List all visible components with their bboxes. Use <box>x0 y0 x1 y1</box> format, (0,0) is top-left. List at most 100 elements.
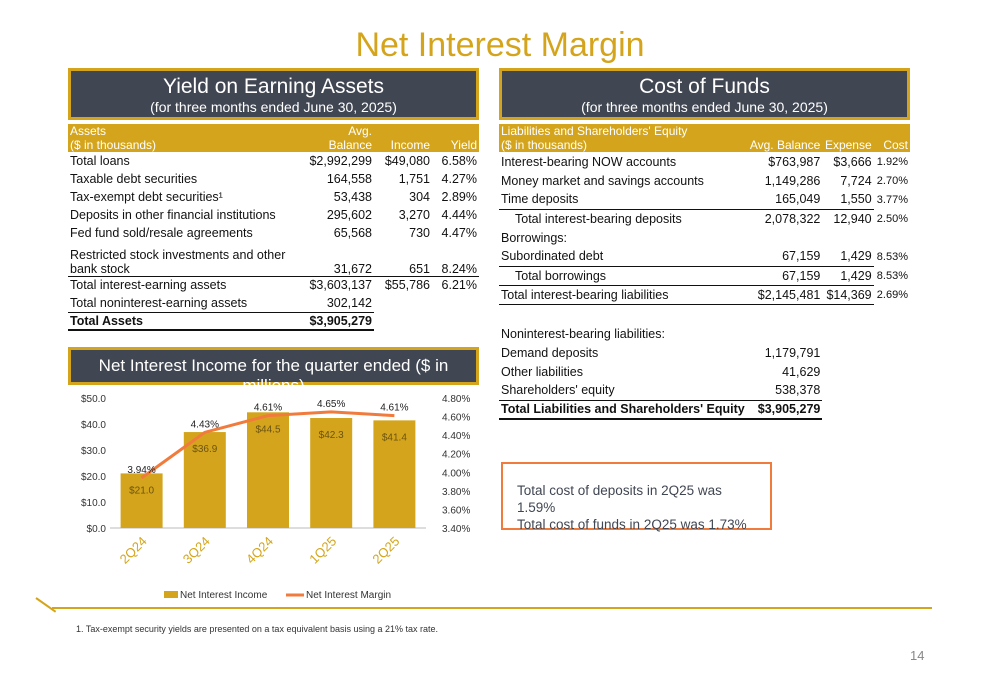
row-balance: 164,558 <box>326 172 372 186</box>
table-row: Total Assets $3,905,279 <box>68 312 479 331</box>
row-balance: $2,145,481 <box>746 285 823 305</box>
y-left-tick-label: $40.0 <box>81 420 106 431</box>
table-row: Other liabilities 41,629 <box>499 362 910 381</box>
nii-bar <box>120 473 163 528</box>
y-right-tick-label: 3.40% <box>442 524 470 535</box>
cost-header-balance: Avg. Balance <box>746 124 823 152</box>
row-income: 1,751 <box>398 172 430 186</box>
row-yield: 6.58% <box>441 154 477 168</box>
row-label: Total interest-bearing liabilities <box>499 285 747 305</box>
legend-swatch-nii <box>164 591 178 598</box>
nim-data-label: 4.61% <box>380 403 408 414</box>
row-label: Other liabilities <box>501 364 583 379</box>
row-balance: 1,179,791 <box>764 345 821 360</box>
cost-header-liabilities: Liabilities and Shareholders' Equity <box>501 124 688 138</box>
x-tick-label: 3Q24 <box>180 534 213 567</box>
cost-table: Liabilities and Shareholders' Equity ($ i… <box>499 124 910 420</box>
table-row: Fed fund sold/resale agreements 65,568 7… <box>68 224 479 242</box>
table-row: Tax-exempt debt securities¹ 53,438 304 2… <box>68 188 479 206</box>
row-label: Total noninterest-earning assets <box>68 294 290 313</box>
y-right-tick-label: 3.80% <box>442 487 470 498</box>
row-expense: 12,940 <box>833 211 872 226</box>
nii-bar <box>310 418 353 528</box>
table-row: Total Liabilities and Shareholders' Equi… <box>499 400 910 420</box>
nii-bar <box>247 412 289 528</box>
row-expense: $3,666 <box>833 154 872 169</box>
nim-data-label: 3.94% <box>127 465 155 476</box>
row-label: Money market and savings accounts <box>501 173 704 188</box>
table-row: Restricted stock investments and other ba… <box>68 242 479 277</box>
row-balance: $763,987 <box>768 154 821 169</box>
row-label: Total Liabilities and Shareholders' Equi… <box>499 400 747 420</box>
nii-bar <box>373 420 416 528</box>
row-balance: 31,672 <box>290 242 374 277</box>
cost-header-expense: Expense <box>822 124 874 152</box>
yield-panel-header: Yield on Earning Assets (for three month… <box>68 68 479 120</box>
row-label: Deposits in other financial institutions <box>70 208 276 222</box>
x-tick-label: 2Q24 <box>117 534 150 567</box>
row-label: Interest-bearing NOW accounts <box>501 154 677 169</box>
row-label: Total interest-bearing deposits <box>515 211 682 226</box>
cost-of-funds-note: Total cost of funds in 2Q25 was 1.73% <box>517 517 747 532</box>
table-row: Total interest-earning assets $3,603,137… <box>68 276 479 294</box>
yield-table-header: Assets ($ in thousands) Avg. Balance Incom… <box>68 124 479 152</box>
cost-header-cost: Cost <box>873 124 910 152</box>
table-row: Shareholders' equity 538,378 <box>499 381 910 401</box>
row-cost: 2.70% <box>876 174 908 187</box>
row-yield: 8.24% <box>432 242 479 277</box>
nii-bar-label: $36.9 <box>192 444 217 455</box>
yield-header-assets: Assets <box>70 124 107 138</box>
yield-panel-title: Yield on Earning Assets <box>162 75 385 98</box>
row-expense: 1,429 <box>822 266 874 286</box>
row-income: 730 <box>409 226 430 240</box>
nim-data-label: 4.43% <box>191 419 219 430</box>
row-income: $55,786 <box>384 278 430 293</box>
cost-panel-subtitle: (for three months ended June 30, 2025) <box>581 99 828 115</box>
nii-bar-label: $41.4 <box>382 432 407 443</box>
row-label: Total loans <box>70 154 130 168</box>
row-balance: $3,603,137 <box>309 278 372 293</box>
yield-header-thousands: ($ in thousands) <box>70 138 157 152</box>
decor-line <box>52 607 932 609</box>
cost-panel-title: Cost of Funds <box>639 75 770 98</box>
row-income: 304 <box>409 190 430 204</box>
nii-bar-label: $21.0 <box>129 485 154 496</box>
y-left-tick-label: $0.0 <box>87 524 107 535</box>
row-yield: 4.27% <box>441 172 477 186</box>
row-balance: 2,078,322 <box>764 211 821 226</box>
table-row: Total loans $2,992,299 $49,080 6.58% <box>68 152 479 170</box>
row-expense: 7,724 <box>840 173 872 188</box>
table-row: Money market and savings accounts 1,149,… <box>499 171 910 190</box>
page-title: Net Interest Margin <box>355 26 645 64</box>
row-cost: 3.77% <box>876 193 908 206</box>
row-balance: 538,378 <box>746 381 823 401</box>
table-row: Demand deposits 1,179,791 <box>499 343 910 362</box>
row-label: Fed fund sold/resale agreements <box>70 226 253 240</box>
nii-chart: $0.0 $10.0 $20.0 $30.0 $40.0 $50.0 3.40% 3.60% 3… <box>81 394 470 601</box>
nib-label: Noninterest-bearing liabilities: <box>501 326 665 341</box>
table-row: Subordinated debt 67,159 1,429 8.53% <box>499 247 910 267</box>
row-balance: $3,905,279 <box>290 312 374 331</box>
row-cost: 1.92% <box>876 155 908 168</box>
row-yield: 4.47% <box>441 226 477 240</box>
y-right-tick-label: 4.20% <box>442 450 470 461</box>
row-label: Demand deposits <box>501 345 599 360</box>
row-label: Time deposits <box>499 190 747 210</box>
table-row: Interest-bearing NOW accounts $763,987 $… <box>499 152 910 171</box>
row-expense: 1,550 <box>822 190 874 210</box>
y-left-tick-label: $30.0 <box>81 446 106 457</box>
row-yield: 6.21% <box>441 278 477 293</box>
legend-label-nii: Net Interest Income <box>180 590 268 601</box>
y-left-tick-label: $20.0 <box>81 472 106 483</box>
row-label: Shareholders' equity <box>499 381 747 401</box>
footnote: 1. Tax-exempt security yields are presen… <box>76 624 439 634</box>
yield-header-balance: Balance <box>328 138 372 152</box>
yield-header-income: Income <box>374 124 432 152</box>
nii-panel-header: Net Interest Income for the quarter ende… <box>68 347 479 395</box>
nim-line <box>140 410 395 480</box>
y-left-tick-label: $50.0 <box>81 394 106 405</box>
borrowings-label: Borrowings: <box>501 230 567 245</box>
row-expense: 1,429 <box>822 247 874 267</box>
row-income: 3,270 <box>398 208 430 222</box>
y-left-tick-label: $10.0 <box>81 498 106 509</box>
